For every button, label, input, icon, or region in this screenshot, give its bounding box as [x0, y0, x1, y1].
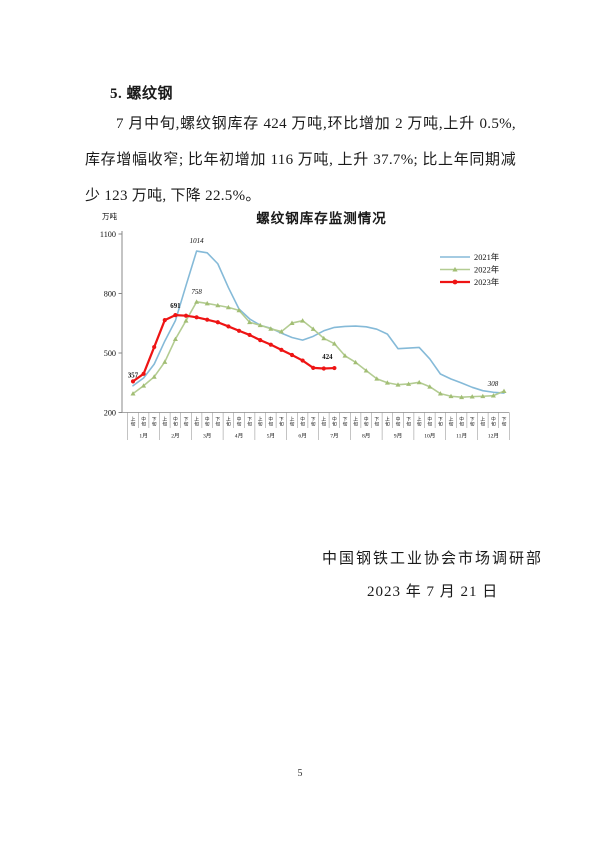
svg-text:1100: 1100 — [100, 230, 116, 239]
svg-text:下旬: 下旬 — [152, 417, 157, 428]
section-heading: 5. 螺纹钢 — [110, 86, 174, 102]
svg-text:中旬: 中旬 — [173, 416, 178, 428]
svg-text:357: 357 — [128, 372, 139, 379]
svg-text:2022年: 2022年 — [474, 264, 499, 274]
svg-text:中旬: 中旬 — [268, 416, 273, 428]
svg-text:758: 758 — [191, 288, 202, 296]
svg-text:中旬: 中旬 — [141, 416, 146, 428]
svg-text:2月: 2月 — [171, 433, 179, 440]
svg-text:下旬: 下旬 — [279, 417, 284, 428]
svg-text:10月: 10月 — [424, 433, 435, 440]
svg-text:中旬: 中旬 — [396, 416, 401, 428]
inventory-chart: 200 500 800 1100 万吨 上旬 中旬 下旬 上旬 中旬 下旬 上旬 中旬 下旬 上旬 中旬 下旬上… — [95, 204, 515, 456]
svg-text:上旬: 上旬 — [449, 416, 454, 428]
svg-text:中旬: 中旬 — [332, 416, 337, 428]
svg-text:上旬: 上旬 — [480, 416, 485, 428]
svg-text:中旬: 中旬 — [300, 416, 305, 428]
svg-text:3月: 3月 — [203, 433, 211, 440]
svg-text:6月: 6月 — [298, 433, 306, 440]
svg-text:5月: 5月 — [267, 433, 275, 440]
svg-text:上旬: 上旬 — [194, 416, 199, 428]
svg-text:7月: 7月 — [330, 433, 338, 440]
svg-text:下旬: 下旬 — [247, 417, 252, 428]
svg-text:上旬: 上旬 — [162, 416, 167, 428]
inventory-chart-svg: 2005008001100万吨上旬中旬下旬上旬中旬下旬上旬中旬下旬上旬中旬下旬上… — [100, 211, 510, 440]
chart-title: 螺纹钢库存监测情况 — [256, 211, 387, 226]
svg-text:下旬: 下旬 — [438, 417, 443, 428]
svg-text:万吨: 万吨 — [102, 211, 117, 221]
svg-text:11月: 11月 — [456, 433, 467, 440]
svg-text:中旬: 中旬 — [427, 416, 432, 428]
svg-text:下旬: 下旬 — [184, 417, 189, 428]
svg-text:上旬: 上旬 — [131, 416, 136, 428]
footer-date: 2023 年 7 月 21 日 — [367, 584, 499, 600]
svg-text:2023年: 2023年 — [474, 277, 499, 287]
svg-text:中旬: 中旬 — [237, 416, 242, 428]
svg-text:9月: 9月 — [394, 433, 402, 440]
svg-text:2021年: 2021年 — [474, 252, 499, 262]
svg-text:上旬: 上旬 — [353, 416, 358, 428]
svg-text:下旬: 下旬 — [470, 417, 475, 428]
svg-text:下旬: 下旬 — [215, 417, 220, 428]
svg-text:上旬: 上旬 — [385, 416, 390, 428]
svg-text:下旬: 下旬 — [311, 417, 316, 428]
svg-text:上旬: 上旬 — [417, 416, 422, 428]
svg-text:中旬: 中旬 — [364, 416, 369, 428]
svg-text:1月: 1月 — [139, 433, 147, 440]
svg-text:中旬: 中旬 — [459, 416, 464, 428]
svg-text:500: 500 — [104, 349, 116, 358]
svg-text:12月: 12月 — [488, 433, 499, 440]
svg-text:200: 200 — [104, 408, 116, 417]
svg-text:800: 800 — [104, 289, 116, 298]
footer-organization: 中国钢铁工业协会市场调研部 — [322, 551, 544, 567]
svg-text:上旬: 上旬 — [290, 416, 295, 428]
svg-text:308: 308 — [487, 380, 499, 388]
page-number: 5 — [297, 768, 303, 779]
svg-text:下旬: 下旬 — [502, 417, 507, 428]
svg-text:上旬: 上旬 — [321, 416, 326, 428]
svg-text:上旬: 上旬 — [226, 416, 231, 428]
svg-text:691: 691 — [170, 303, 181, 310]
svg-text:中旬: 中旬 — [205, 416, 210, 428]
svg-text:4月: 4月 — [235, 433, 243, 440]
svg-text:1014: 1014 — [190, 237, 205, 245]
body-paragraph: 7 月中旬,螺纹钢库存 424 万吨,环比增加 2 万吨,上升 0.5%,库存增… — [85, 116, 516, 204]
svg-text:下旬: 下旬 — [406, 417, 411, 428]
svg-text:下旬: 下旬 — [374, 417, 379, 428]
svg-text:下旬: 下旬 — [343, 417, 348, 428]
svg-text:中旬: 中旬 — [491, 416, 496, 428]
svg-text:424: 424 — [322, 354, 333, 361]
svg-text:8月: 8月 — [362, 433, 370, 440]
svg-text:上旬: 上旬 — [258, 416, 263, 428]
